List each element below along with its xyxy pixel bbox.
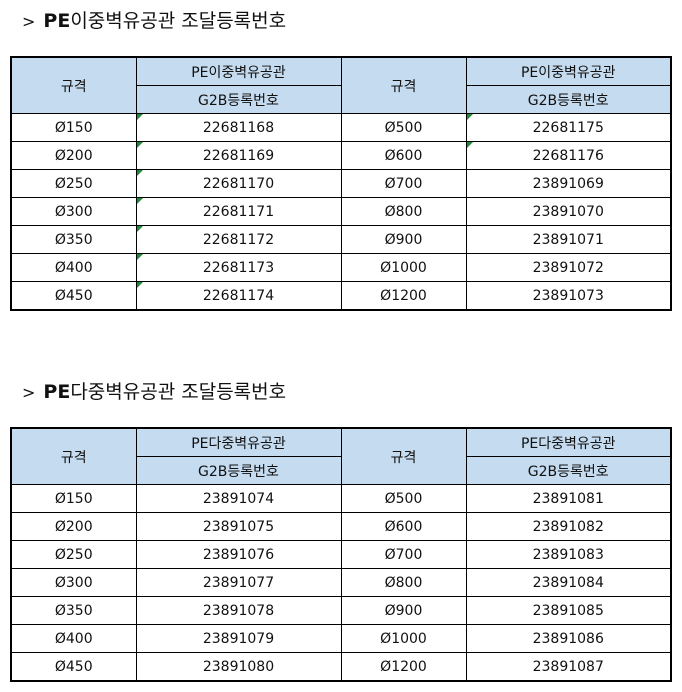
title-text: 이중벽유공관 조달등록번호 <box>70 10 287 32</box>
size-cell: Ø150 <box>10 113 137 142</box>
size-cell: Ø700 <box>340 540 467 569</box>
reg-number-cell: 22681176 <box>465 141 672 170</box>
reg-number-cell: 22681172 <box>135 225 342 254</box>
reg-number-cell: 22681171 <box>135 197 342 226</box>
size-cell: Ø200 <box>10 141 137 170</box>
reg-number-cell: 23891084 <box>465 568 672 597</box>
reg-number-cell: 23891073 <box>465 281 672 311</box>
product-header-right: PE다중벽유공관 <box>465 427 672 457</box>
size-cell: Ø400 <box>10 253 137 282</box>
reg-number-cell: 23891074 <box>135 484 342 513</box>
reg-number-cell: 23891069 <box>465 169 672 198</box>
reg-number-cell: 22681168 <box>135 113 342 142</box>
table-row: Ø200 22681169 Ø600 22681176 <box>10 141 672 170</box>
size-cell: Ø300 <box>10 197 137 226</box>
reg-number-cell: 23891076 <box>135 540 342 569</box>
table-row: Ø450 23891080 Ø1200 23891087 <box>10 652 672 682</box>
title-prefix: PE <box>43 10 71 32</box>
size-cell: Ø1000 <box>340 624 467 653</box>
table-row: Ø300 23891077 Ø800 23891084 <box>10 568 672 597</box>
section-title-multi-wall: > PE다중벽유공관 조달등록번호 <box>22 379 286 405</box>
reg-number-cell: 23891086 <box>465 624 672 653</box>
caret-icon: > <box>22 383 36 402</box>
table-row: Ø350 23891078 Ø900 23891085 <box>10 596 672 625</box>
reg-number-cell: 23891081 <box>465 484 672 513</box>
reg-number-cell: 23891085 <box>465 596 672 625</box>
table-row: Ø400 22681173 Ø1000 23891072 <box>10 253 672 282</box>
reg-header-left: G2B등록번호 <box>135 85 342 114</box>
table-row: Ø200 23891075 Ø600 23891082 <box>10 512 672 541</box>
caret-icon: > <box>22 12 36 31</box>
size-cell: Ø200 <box>10 512 137 541</box>
reg-number-cell: 23891075 <box>135 512 342 541</box>
table-row: Ø250 23891076 Ø700 23891083 <box>10 540 672 569</box>
spec-header-left: 규격 <box>10 427 137 485</box>
size-cell: Ø1200 <box>340 652 467 682</box>
multi-wall-registration-table: 규격 PE다중벽유공관 규격 PE다중벽유공관 G2B등록번호 G2B등록번호 … <box>10 427 672 682</box>
reg-number-cell: 23891083 <box>465 540 672 569</box>
size-cell: Ø250 <box>10 169 137 198</box>
spec-header-right: 규격 <box>340 56 467 114</box>
table-row: Ø250 22681170 Ø700 23891069 <box>10 169 672 198</box>
reg-number-cell: 23891087 <box>465 652 672 682</box>
size-cell: Ø800 <box>340 197 467 226</box>
size-cell: Ø300 <box>10 568 137 597</box>
double-wall-registration-table: 규격 PE이중벽유공관 규격 PE이중벽유공관 G2B등록번호 G2B등록번호 … <box>10 56 672 311</box>
table-row: Ø400 23891079 Ø1000 23891086 <box>10 624 672 653</box>
size-cell: Ø600 <box>340 141 467 170</box>
size-cell: Ø700 <box>340 169 467 198</box>
table-row: Ø150 23891074 Ø500 23891081 <box>10 484 672 513</box>
reg-header-right: G2B등록번호 <box>465 456 672 485</box>
table-row: Ø300 22681171 Ø800 23891070 <box>10 197 672 226</box>
size-cell: Ø600 <box>340 512 467 541</box>
size-cell: Ø350 <box>10 225 137 254</box>
reg-number-cell: 22681169 <box>135 141 342 170</box>
size-cell: Ø450 <box>10 281 137 311</box>
reg-header-left: G2B등록번호 <box>135 456 342 485</box>
reg-number-cell: 23891082 <box>465 512 672 541</box>
spec-header-left: 규격 <box>10 56 137 114</box>
reg-number-cell: 23891070 <box>465 197 672 226</box>
reg-number-cell: 23891072 <box>465 253 672 282</box>
title-text: 다중벽유공관 조달등록번호 <box>70 381 287 403</box>
reg-number-cell: 23891071 <box>465 225 672 254</box>
spec-header-right: 규격 <box>340 427 467 485</box>
size-cell: Ø450 <box>10 652 137 682</box>
size-cell: Ø400 <box>10 624 137 653</box>
section-title-double-wall: > PE이중벽유공관 조달등록번호 <box>22 8 286 34</box>
size-cell: Ø150 <box>10 484 137 513</box>
size-cell: Ø1000 <box>340 253 467 282</box>
reg-number-cell: 23891078 <box>135 596 342 625</box>
size-cell: Ø250 <box>10 540 137 569</box>
size-cell: Ø1200 <box>340 281 467 311</box>
reg-number-cell: 22681170 <box>135 169 342 198</box>
reg-number-cell: 23891077 <box>135 568 342 597</box>
reg-number-cell: 23891080 <box>135 652 342 682</box>
title-prefix: PE <box>43 381 71 403</box>
reg-number-cell: 22681175 <box>465 113 672 142</box>
product-header-left: PE다중벽유공관 <box>135 427 342 457</box>
reg-header-right: G2B등록번호 <box>465 85 672 114</box>
size-cell: Ø500 <box>340 484 467 513</box>
size-cell: Ø900 <box>340 225 467 254</box>
reg-number-cell: 23891079 <box>135 624 342 653</box>
size-cell: Ø350 <box>10 596 137 625</box>
size-cell: Ø900 <box>340 596 467 625</box>
reg-number-cell: 22681174 <box>135 281 342 311</box>
reg-number-cell: 22681173 <box>135 253 342 282</box>
table-row: Ø350 22681172 Ø900 23891071 <box>10 225 672 254</box>
size-cell: Ø800 <box>340 568 467 597</box>
table-row: Ø450 22681174 Ø1200 23891073 <box>10 281 672 311</box>
product-header-right: PE이중벽유공관 <box>465 56 672 86</box>
product-header-left: PE이중벽유공관 <box>135 56 342 86</box>
size-cell: Ø500 <box>340 113 467 142</box>
table-row: Ø150 22681168 Ø500 22681175 <box>10 113 672 142</box>
